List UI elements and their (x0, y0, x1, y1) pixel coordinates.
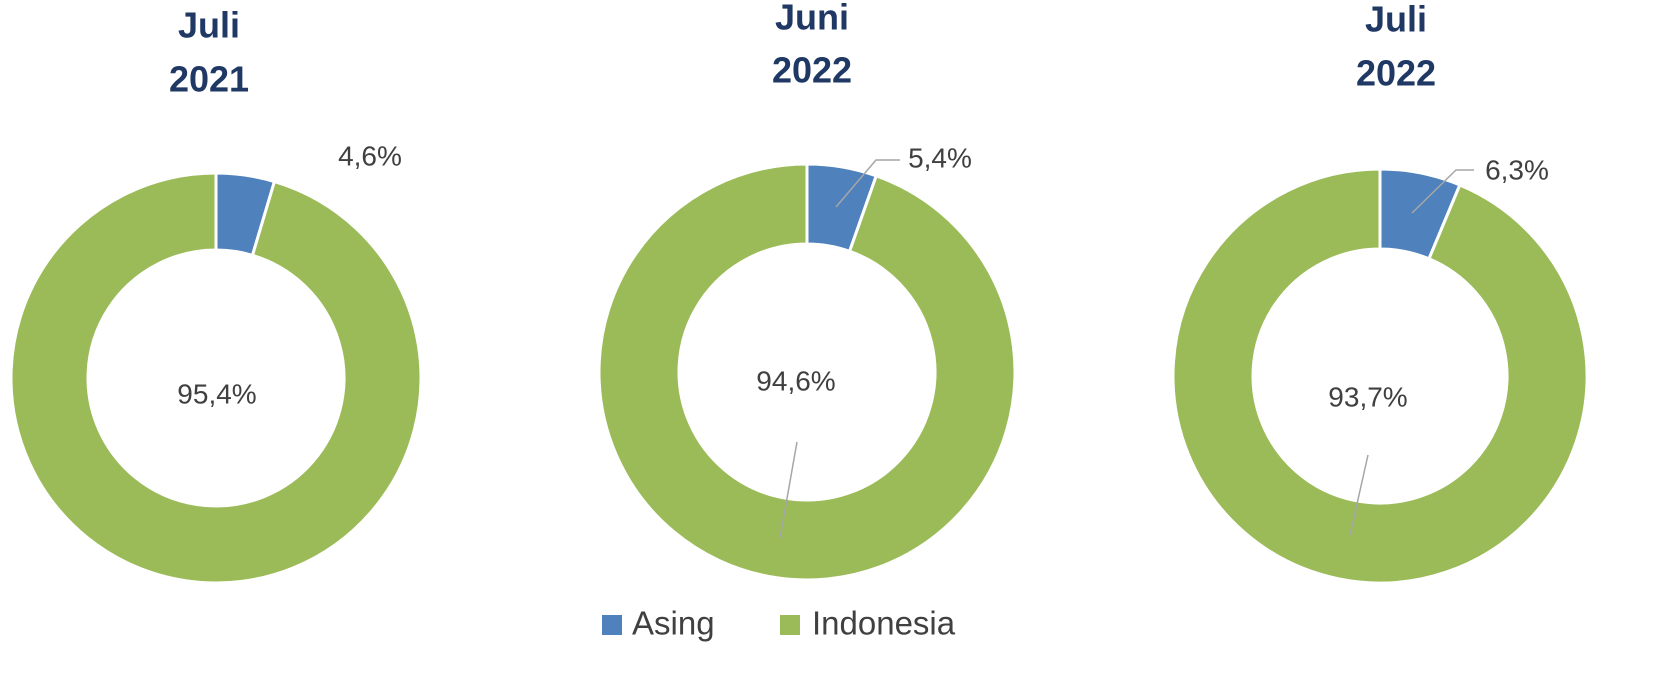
chart-title: 2022 (1356, 53, 1436, 94)
leader-line (779, 441, 798, 539)
chart-title: Juni (775, 0, 849, 38)
chart-title: Juli (178, 5, 240, 46)
legend-swatch (602, 615, 622, 635)
data-label: 5,4% (908, 142, 972, 173)
data-label: 94,6% (756, 365, 835, 396)
donut-slice (597, 162, 1017, 582)
donut-slice (1171, 167, 1589, 585)
legend-swatch (780, 615, 800, 635)
chart-title: 2021 (169, 59, 249, 100)
legend-label: Indonesia (812, 605, 956, 642)
chart-title: Juli (1365, 0, 1427, 40)
data-label: 95,4% (177, 378, 256, 409)
data-label: 93,7% (1328, 381, 1407, 412)
leader-line (1411, 169, 1474, 214)
data-label: 4,6% (338, 140, 402, 171)
donut-slice (9, 171, 423, 585)
leader-line (835, 159, 900, 208)
legend-label: Asing (632, 605, 715, 642)
data-label: 6,3% (1485, 154, 1549, 185)
leader-line (1349, 454, 1369, 536)
chart-title: 2022 (772, 50, 852, 91)
